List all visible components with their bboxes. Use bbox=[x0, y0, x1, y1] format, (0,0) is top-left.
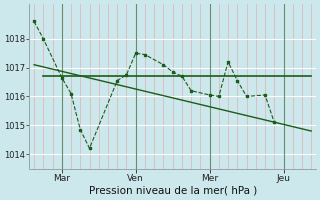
X-axis label: Pression niveau de la mer( hPa ): Pression niveau de la mer( hPa ) bbox=[89, 186, 257, 196]
